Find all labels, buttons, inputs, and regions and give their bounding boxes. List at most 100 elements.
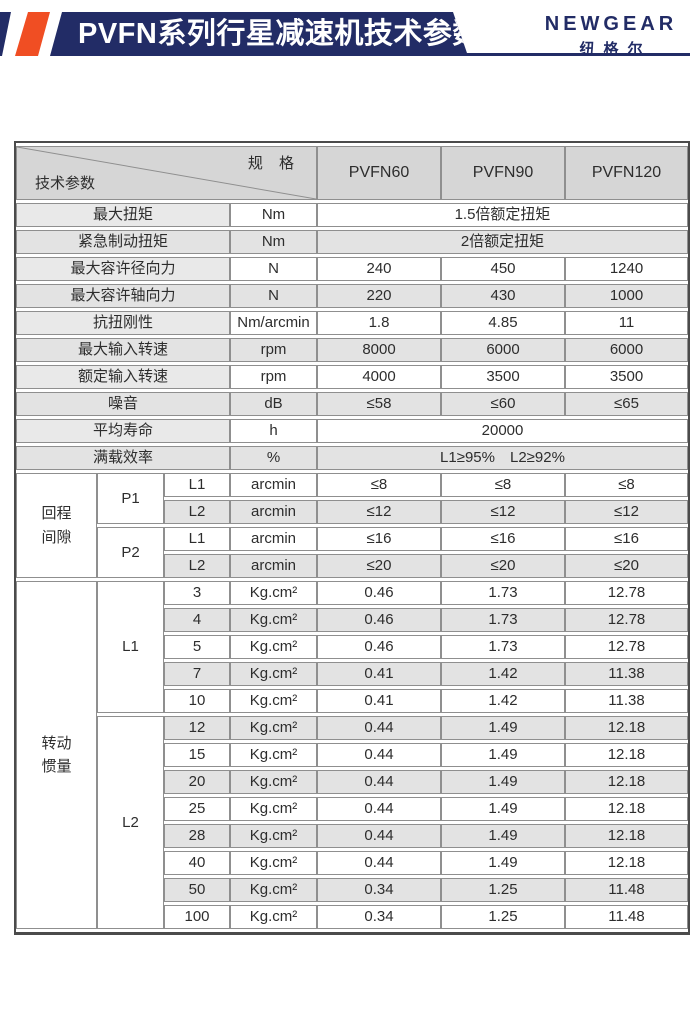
table-row: 20 Kg.cm² 0.44 1.49 12.18 — [16, 770, 688, 794]
value-cell: 4000 — [317, 365, 441, 389]
table-row: 最大扭矩 Nm 1.5倍额定扭矩 — [16, 203, 688, 227]
value-cell: 12.78 — [565, 608, 688, 632]
table-row: 最大容许径向力 N 240 450 1240 — [16, 257, 688, 281]
value-cell: 0.44 — [317, 743, 441, 767]
value-cell: 240 — [317, 257, 441, 281]
value-cell: ≤16 — [565, 527, 688, 551]
table-row: 7 Kg.cm² 0.41 1.42 11.38 — [16, 662, 688, 686]
table-header-row: 规 格 技术参数 PVFN60 PVFN90 PVFN120 — [16, 146, 688, 200]
group-label-inertia: 转动 惯量 — [16, 581, 97, 929]
title-banner: PVFN系列行星减速机技术参数 — [50, 12, 468, 56]
table-row: 50 Kg.cm² 0.34 1.25 11.48 — [16, 878, 688, 902]
value-cell: ≤20 — [565, 554, 688, 578]
ratio-cell: 3 — [164, 581, 230, 605]
param-label: 噪音 — [16, 392, 230, 416]
unit-cell: Kg.cm² — [230, 797, 317, 821]
unit-cell: Nm — [230, 203, 317, 227]
group-label-line: 间隙 — [41, 528, 72, 546]
value-cell: ≤65 — [565, 392, 688, 416]
value-cell: 11.38 — [565, 662, 688, 686]
value-cell: ≤12 — [317, 500, 441, 524]
table-row: 28 Kg.cm² 0.44 1.49 12.18 — [16, 824, 688, 848]
value-cell: 0.44 — [317, 797, 441, 821]
value-cell: 0.46 — [317, 635, 441, 659]
table-row: 25 Kg.cm² 0.44 1.49 12.18 — [16, 797, 688, 821]
logo-chinese-name: 纽格尔 — [579, 41, 652, 58]
table-row: 5 Kg.cm² 0.46 1.73 12.78 — [16, 635, 688, 659]
ratio-cell: 28 — [164, 824, 230, 848]
unit-cell: Kg.cm² — [230, 608, 317, 632]
corner-spec-label: 规 格 — [247, 155, 300, 172]
value-cell: 220 — [317, 284, 441, 308]
level-group-label: L2 — [97, 716, 164, 929]
value-cell: 1.49 — [441, 824, 565, 848]
value-cell: ≤8 — [317, 473, 441, 497]
value-cell: 1.42 — [441, 662, 565, 686]
value-cell: ≤20 — [441, 554, 565, 578]
value-cell: 1.49 — [441, 716, 565, 740]
ratio-cell: 7 — [164, 662, 230, 686]
value-cell: 11.48 — [565, 905, 688, 929]
level-label: L1 — [164, 527, 230, 551]
value-cell: 1.8 — [317, 311, 441, 335]
value-cell: 1000 — [565, 284, 688, 308]
group-label-backlash: 回程 间隙 — [16, 473, 97, 578]
unit-cell: Kg.cm² — [230, 689, 317, 713]
value-cell: 11.48 — [565, 878, 688, 902]
value-cell: 0.41 — [317, 662, 441, 686]
value-cell: 1.73 — [441, 608, 565, 632]
ratio-cell: 40 — [164, 851, 230, 875]
table-row: L2 arcmin ≤12 ≤12 ≤12 — [16, 500, 688, 524]
value-cell: 11 — [565, 311, 688, 335]
unit-cell: rpm — [230, 365, 317, 389]
table-row: 紧急制动扭矩 Nm 2倍额定扭矩 — [16, 230, 688, 254]
table-row: 10 Kg.cm² 0.41 1.42 11.38 — [16, 689, 688, 713]
param-label: 平均寿命 — [16, 419, 230, 443]
param-label: 最大容许轴向力 — [16, 284, 230, 308]
ratio-cell: 25 — [164, 797, 230, 821]
ratio-cell: 20 — [164, 770, 230, 794]
value-cell: 0.46 — [317, 581, 441, 605]
table-row: 抗扭刚性 Nm/arcmin 1.8 4.85 11 — [16, 311, 688, 335]
banner-underline — [466, 53, 690, 56]
corner-param-label: 技术参数 — [35, 174, 96, 192]
unit-cell: Kg.cm² — [230, 824, 317, 848]
unit-cell: Kg.cm² — [230, 581, 317, 605]
value-cell: 430 — [441, 284, 565, 308]
value-cell: 1.25 — [441, 878, 565, 902]
value-cell: 1240 — [565, 257, 688, 281]
ratio-cell: 5 — [164, 635, 230, 659]
value-cell: 2倍额定扭矩 — [317, 230, 688, 254]
value-cell: ≤20 — [317, 554, 441, 578]
value-cell: 1.25 — [441, 905, 565, 929]
table-row: L2 12 Kg.cm² 0.44 1.49 12.18 — [16, 716, 688, 929]
table-row: 最大容许轴向力 N 220 430 1000 — [16, 284, 688, 308]
ratio-cell: 100 — [164, 905, 230, 929]
corner-header-cell: 规 格 技术参数 — [16, 146, 317, 200]
unit-cell: Kg.cm² — [230, 662, 317, 686]
value-cell: 1.49 — [441, 743, 565, 767]
value-cell: ≤16 — [441, 527, 565, 551]
value-cell: 0.44 — [317, 770, 441, 794]
value-cell: 3500 — [441, 365, 565, 389]
param-label: 紧急制动扭矩 — [16, 230, 230, 254]
value-cell: 12.18 — [565, 770, 688, 794]
value-cell: 12.18 — [565, 743, 688, 767]
unit-cell: Kg.cm² — [230, 743, 317, 767]
value-cell: 0.34 — [317, 905, 441, 929]
value-cell: ≤8 — [441, 473, 565, 497]
unit-cell: Kg.cm² — [230, 770, 317, 794]
unit-cell: Nm — [230, 230, 317, 254]
page-title: PVFN系列行星减速机技术参数 — [78, 18, 482, 50]
value-cell: 0.46 — [317, 608, 441, 632]
value-cell: L1≥95% L2≥92% — [317, 446, 688, 470]
value-cell: ≤60 — [441, 392, 565, 416]
group-label-line: 转动 — [41, 734, 72, 752]
unit-cell: rpm — [230, 338, 317, 362]
table-row: P2 L1 arcmin ≤16 ≤16 ≤16 — [16, 527, 688, 578]
table-row: 满载效率 % L1≥95% L2≥92% — [16, 446, 688, 470]
unit-cell: arcmin — [230, 527, 317, 551]
unit-cell: dB — [230, 392, 317, 416]
value-cell: 20000 — [317, 419, 688, 443]
value-cell: 0.44 — [317, 851, 441, 875]
